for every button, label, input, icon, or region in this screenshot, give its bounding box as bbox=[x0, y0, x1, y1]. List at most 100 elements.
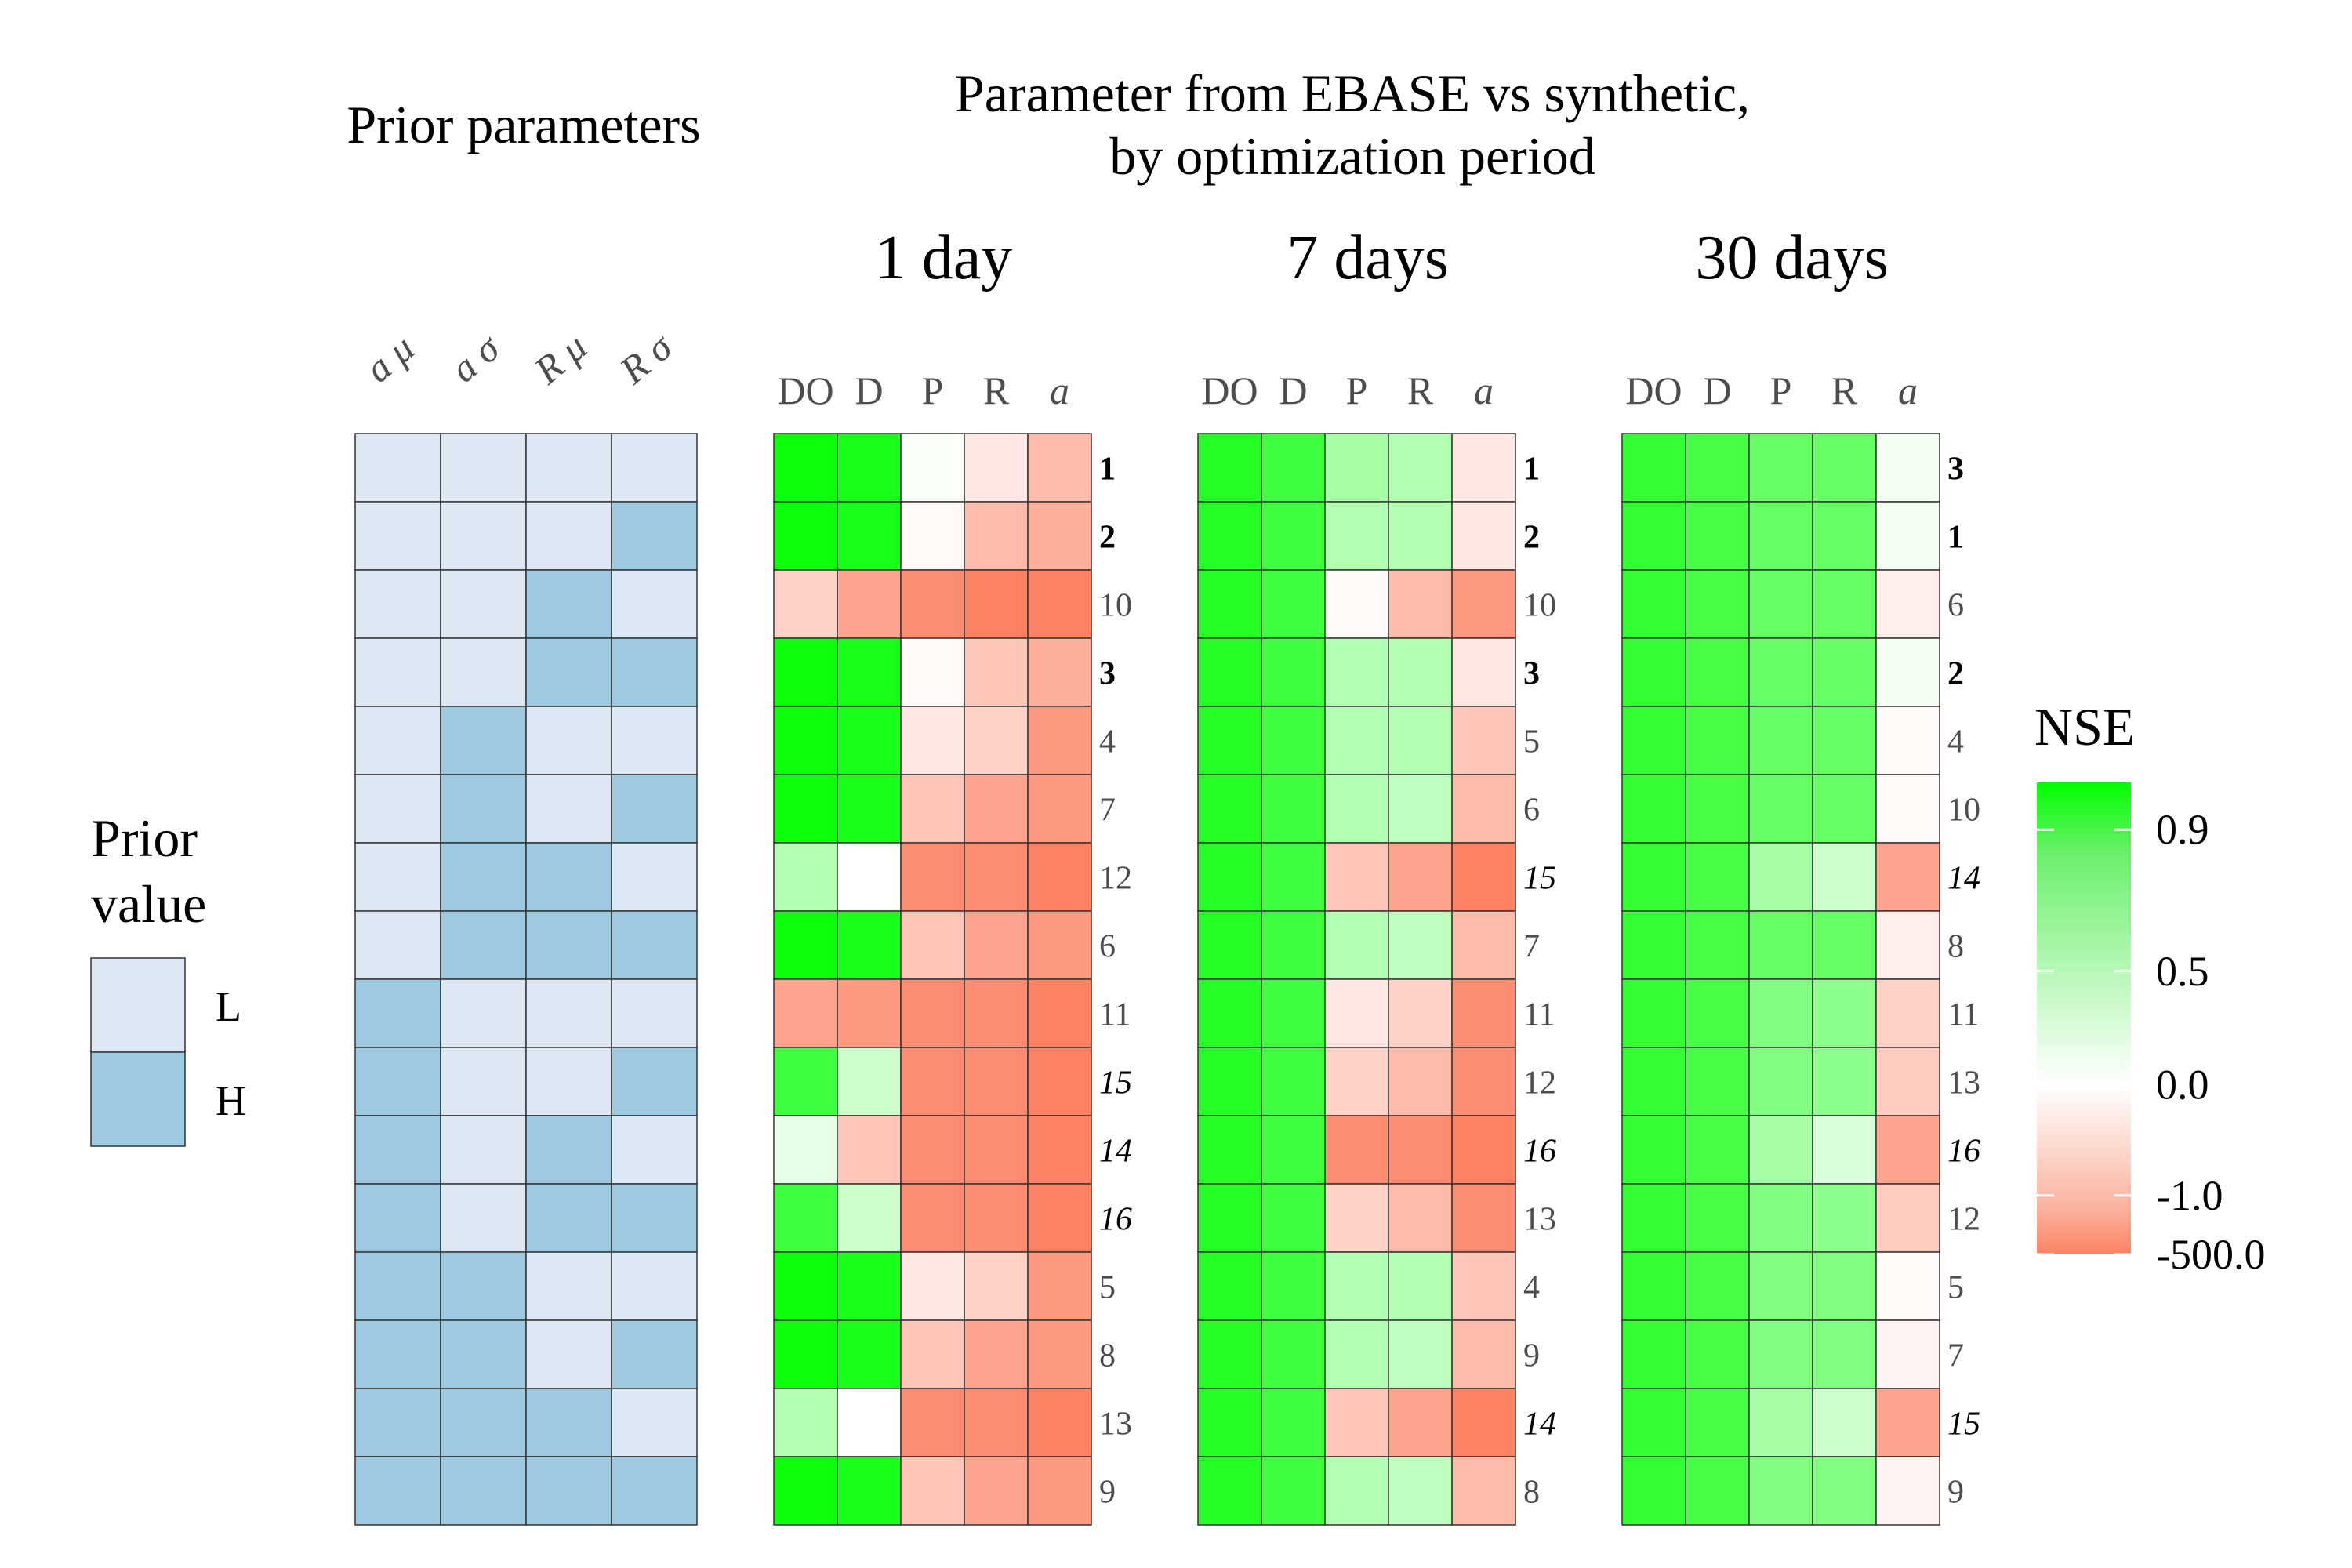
rank-label: 6 bbox=[1523, 793, 1540, 829]
nse-cell bbox=[1388, 433, 1453, 503]
nse-cell bbox=[1812, 1456, 1877, 1526]
nse-cell bbox=[1685, 501, 1750, 571]
prior-legend-label: L bbox=[216, 983, 241, 1030]
period-title: 30 days bbox=[1695, 223, 1889, 292]
nse-cell bbox=[1197, 1251, 1262, 1321]
metric-column-label: R bbox=[1831, 368, 1858, 412]
nse-cell bbox=[1748, 706, 1813, 775]
nse-tick-label: 0.0 bbox=[2156, 1061, 2209, 1108]
nse-cell bbox=[964, 1047, 1029, 1116]
nse-cell bbox=[1261, 1251, 1326, 1321]
nse-cell bbox=[1812, 910, 1877, 980]
nse-cell bbox=[1261, 978, 1326, 1048]
nse-cell bbox=[1027, 978, 1092, 1048]
nse-cell bbox=[1685, 569, 1750, 639]
nse-cell bbox=[1621, 1456, 1686, 1526]
nse-cell bbox=[1324, 433, 1389, 503]
nse-cell bbox=[1812, 1115, 1877, 1185]
nse-cell bbox=[837, 1456, 902, 1526]
prior-cell bbox=[440, 774, 527, 844]
nse-cell bbox=[1197, 1388, 1262, 1457]
rank-label: 9 bbox=[1947, 1475, 1964, 1511]
nse-cell bbox=[1324, 1115, 1389, 1185]
rank-label: 14 bbox=[1947, 861, 1980, 897]
nse-cell bbox=[1812, 637, 1877, 707]
prior-cell bbox=[440, 1388, 527, 1457]
nse-cell bbox=[900, 1115, 965, 1185]
prior-legend-title-line2: value bbox=[91, 874, 206, 934]
nse-cell bbox=[1261, 774, 1326, 844]
prior-cell bbox=[611, 569, 698, 639]
nse-cell bbox=[964, 1115, 1029, 1185]
nse-cell bbox=[1812, 774, 1877, 844]
metric-column-label: P bbox=[1770, 368, 1792, 412]
nse-cell bbox=[1197, 569, 1262, 639]
nse-cell bbox=[773, 978, 838, 1048]
nse-cell bbox=[1621, 842, 1686, 912]
prior-cell bbox=[611, 1251, 698, 1321]
nse-legend-title: NSE bbox=[2034, 697, 2135, 757]
nse-cell bbox=[1324, 1456, 1389, 1526]
nse-cell bbox=[773, 1251, 838, 1321]
prior-cell bbox=[611, 1047, 698, 1116]
rank-label: 9 bbox=[1099, 1475, 1116, 1511]
nse-cell bbox=[1748, 1456, 1813, 1526]
nse-cell bbox=[1875, 433, 1940, 503]
nse-cell bbox=[773, 1183, 838, 1253]
prior-cell bbox=[611, 1319, 698, 1389]
nse-cell bbox=[1197, 1456, 1262, 1526]
prior-column-label: a μ bbox=[357, 325, 423, 390]
nse-cell bbox=[1748, 1183, 1813, 1253]
nse-cell bbox=[1748, 1251, 1813, 1321]
prior-cell bbox=[440, 1115, 527, 1185]
nse-cell bbox=[900, 1183, 965, 1253]
nse-cell bbox=[837, 706, 902, 775]
nse-cell bbox=[1875, 774, 1940, 844]
nse-cell bbox=[900, 910, 965, 980]
prior-cell bbox=[354, 1388, 441, 1457]
nse-cell bbox=[1748, 1319, 1813, 1389]
nse-cell bbox=[1324, 1251, 1389, 1321]
metric-column-label: a bbox=[1474, 368, 1494, 412]
nse-cell bbox=[1685, 1183, 1750, 1253]
nse-cell bbox=[1875, 1456, 1940, 1526]
prior-cell bbox=[525, 978, 612, 1048]
nse-cell bbox=[1812, 706, 1877, 775]
nse-cell bbox=[1812, 842, 1877, 912]
nse-cell bbox=[900, 637, 965, 707]
nse-cell bbox=[1261, 501, 1326, 571]
nse-cell bbox=[1748, 978, 1813, 1048]
nse-cell bbox=[1748, 501, 1813, 571]
nse-cell bbox=[1685, 1456, 1750, 1526]
prior-cell bbox=[611, 842, 698, 912]
rank-label: 8 bbox=[1099, 1338, 1116, 1374]
nse-tick-label: -500.0 bbox=[2156, 1231, 2265, 1278]
nse-cell bbox=[900, 569, 965, 639]
nse-cell bbox=[1875, 978, 1940, 1048]
nse-cell bbox=[1621, 1251, 1686, 1321]
nse-cell bbox=[837, 1047, 902, 1116]
nse-cell bbox=[1261, 706, 1326, 775]
rank-label: 12 bbox=[1099, 861, 1132, 897]
nse-cell bbox=[1197, 1183, 1262, 1253]
nse-cell bbox=[1621, 978, 1686, 1048]
prior-cell bbox=[440, 1047, 527, 1116]
prior-cell bbox=[354, 637, 441, 707]
nse-cell bbox=[964, 842, 1029, 912]
prior-cell bbox=[525, 569, 612, 639]
nse-cell bbox=[837, 501, 902, 571]
prior-cell bbox=[440, 978, 527, 1048]
rank-label: 6 bbox=[1099, 929, 1116, 965]
rank-label: 1 bbox=[1099, 452, 1116, 488]
nse-cell bbox=[1027, 1183, 1092, 1253]
nse-cell bbox=[837, 433, 902, 503]
nse-cell bbox=[1388, 842, 1453, 912]
nse-cell bbox=[1685, 1047, 1750, 1116]
nse-cell bbox=[1685, 1251, 1750, 1321]
nse-cell bbox=[1027, 1047, 1092, 1116]
nse-cell bbox=[1875, 706, 1940, 775]
nse-cell bbox=[900, 1319, 965, 1389]
nse-cell bbox=[1388, 706, 1453, 775]
